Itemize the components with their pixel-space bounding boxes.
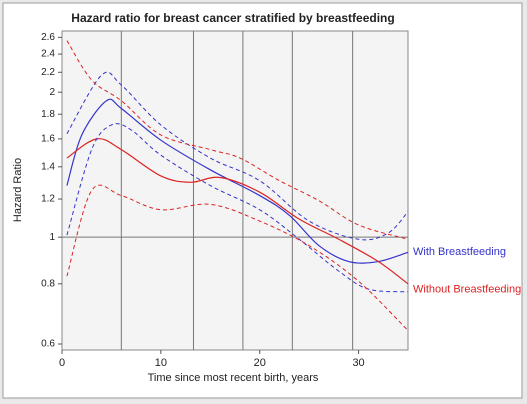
series-line: [66, 123, 409, 293]
y-axis-label: Hazard Ratio: [12, 158, 24, 222]
legend-label: Without Breastfeeding: [413, 284, 521, 296]
x-axis-label: Time since most recent birth, years: [148, 372, 319, 384]
y-tick-label: 2.6: [41, 32, 55, 43]
y-tick-label: 1: [49, 232, 55, 243]
y-tick-label: 0.8: [41, 278, 55, 289]
series-line: [66, 40, 409, 240]
series-line: [66, 98, 409, 264]
x-tick-label: 0: [59, 357, 65, 369]
legend-label: With Breastfeeding: [413, 246, 506, 258]
plot-area: [61, 30, 409, 351]
y-tick-label: 1.6: [41, 134, 55, 145]
series-line: [66, 71, 409, 241]
x-tick-label: 20: [254, 357, 266, 369]
y-tick-label: 2: [49, 87, 55, 98]
y-tick-label: 0.6: [41, 339, 55, 350]
x-tick-label: 30: [352, 357, 364, 369]
y-tick-label: 1.4: [41, 161, 55, 172]
y-tick-label: 2.4: [41, 49, 55, 60]
y-tick-label: 1.2: [41, 194, 55, 205]
y-tick-label: 2.2: [41, 67, 55, 78]
series-line: [66, 184, 409, 331]
chart-title: Hazard ratio for breast cancer stratifie…: [71, 11, 394, 25]
series-line: [66, 138, 409, 285]
x-tick-label: 10: [155, 357, 167, 369]
y-tick-label: 1.8: [41, 109, 55, 120]
